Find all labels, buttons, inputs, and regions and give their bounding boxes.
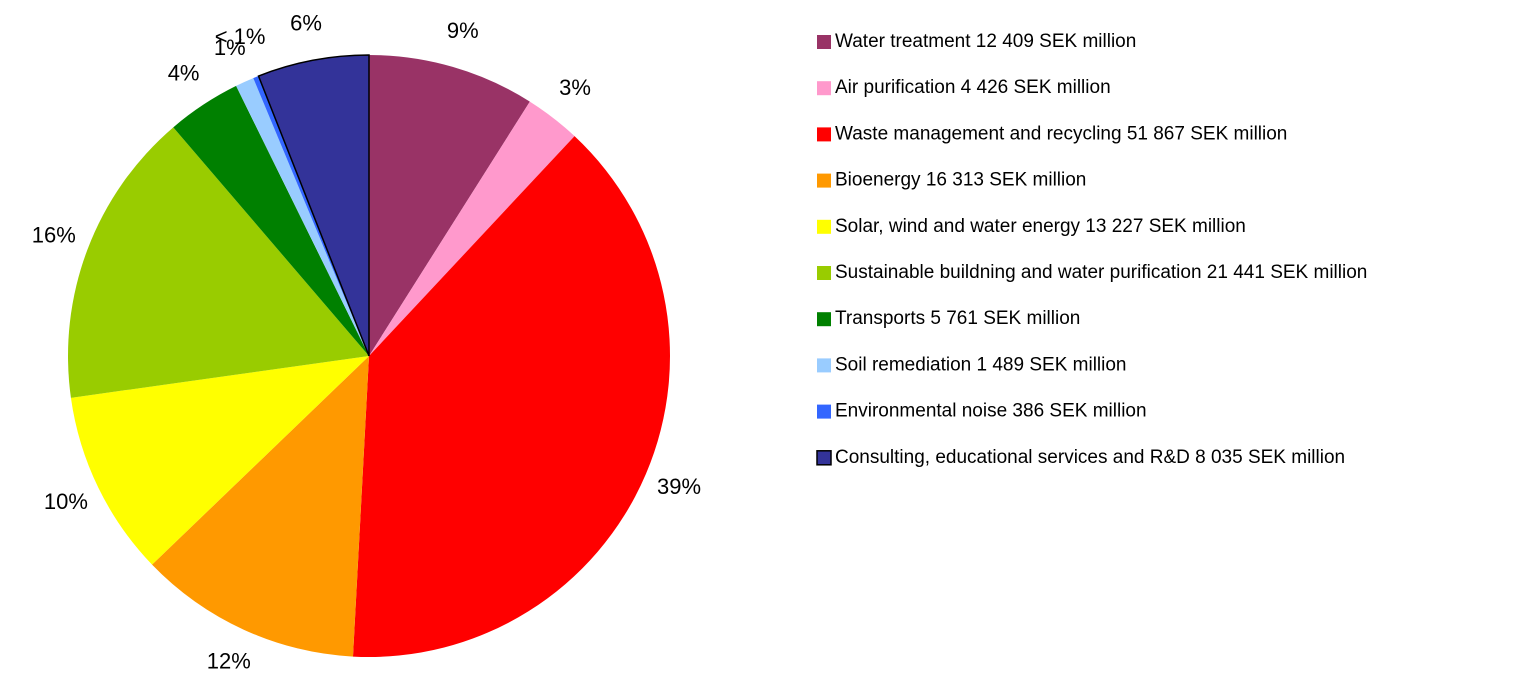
- data-label: 39%: [657, 474, 701, 499]
- pie-slice: [253, 76, 369, 356]
- data-label: 6%: [290, 11, 322, 36]
- data-label: 4%: [168, 60, 200, 85]
- legend-label: Consulting, educational services and R&D…: [835, 447, 1345, 468]
- pie-slice: [173, 85, 369, 356]
- legend-swatch: [817, 219, 831, 234]
- data-label: 16%: [32, 223, 76, 248]
- legend-label: Sustainable buildning and water purifica…: [835, 262, 1367, 283]
- legend-swatch: [817, 173, 831, 188]
- legend-label: Waste management and recycling 51 867 SE…: [835, 123, 1287, 144]
- legend-label: Air purification 4 426 SEK million: [835, 77, 1111, 98]
- legend-swatch: [817, 312, 831, 327]
- legend-label: Environmental noise 386 SEK million: [835, 401, 1147, 422]
- pie-slice: [257, 54, 370, 357]
- pie-slice: [236, 78, 369, 356]
- legend-label: Water treatment 12 409 SEK million: [835, 31, 1136, 52]
- legend-label: Bioenergy 16 313 SEK million: [835, 170, 1086, 191]
- data-label: < 1%: [215, 24, 266, 49]
- data-label: 3%: [559, 75, 591, 100]
- legend-swatch: [816, 450, 832, 466]
- legend-swatch: [817, 404, 831, 419]
- legend-swatch: [817, 35, 831, 49]
- legend-swatch: [817, 358, 831, 373]
- legend-label: Transports 5 761 SEK million: [835, 308, 1080, 329]
- pie-slice: [152, 356, 369, 657]
- pie-slice: [369, 101, 575, 356]
- legend-label: Soil remediation 1 489 SEK million: [835, 354, 1127, 375]
- legend-swatch: [817, 81, 831, 96]
- legend-label: Solar, wind and water energy 13 227 SEK …: [835, 216, 1246, 237]
- legend-swatch: [817, 127, 831, 142]
- data-label: 10%: [44, 489, 88, 514]
- pie-slice: [369, 55, 530, 356]
- data-label: 1%: [214, 35, 246, 60]
- pie-slice: [352, 136, 670, 657]
- pie-slice: [68, 127, 369, 398]
- data-label: 12%: [207, 648, 251, 673]
- legend-swatch: [817, 266, 831, 280]
- pie-slice: [70, 356, 369, 565]
- data-label: 9%: [447, 18, 479, 43]
